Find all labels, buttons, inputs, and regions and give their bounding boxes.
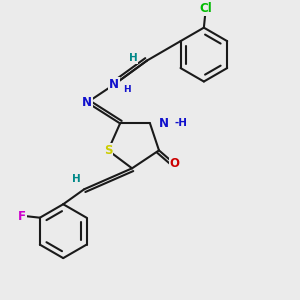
Text: F: F (18, 210, 26, 223)
Text: N: N (109, 78, 119, 91)
Text: S: S (104, 144, 112, 157)
Text: N: N (158, 117, 169, 130)
Text: H: H (72, 174, 81, 184)
Text: O: O (169, 157, 179, 170)
Text: -H: -H (175, 118, 188, 128)
Text: H: H (123, 85, 131, 94)
Text: N: N (82, 96, 92, 109)
Text: H: H (129, 53, 138, 63)
Text: Cl: Cl (199, 2, 212, 15)
